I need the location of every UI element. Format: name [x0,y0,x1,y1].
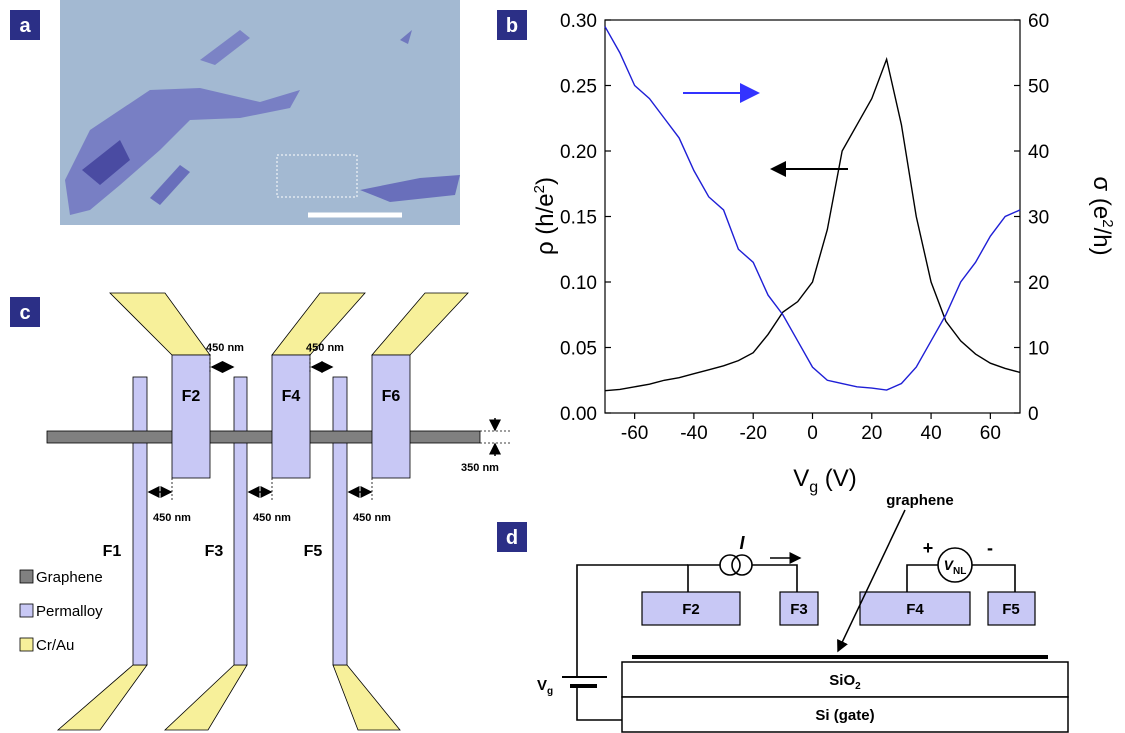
voltage-sub: NL [953,566,966,577]
device-schematic: 450 nm 450 nm 450 nm 450 nm 450 nm 350 n… [20,293,510,730]
voltage-label: VNL [944,557,967,577]
legend-label: Graphene [36,569,103,586]
gate-label: Si (gate) [815,707,874,724]
x-tick-label: 40 [921,423,942,444]
circuit: F2 F3 F4 F5 graphene I VNL + - SiO2 Si (… [537,492,1068,732]
y2-label-sup: 2 [1099,219,1116,227]
y2-tick-label: 10 [1028,339,1049,360]
current-label: I [739,533,745,553]
y-tick-label: 0.20 [560,142,597,163]
oxide-sub: 2 [855,681,861,692]
graphene-label: graphene [886,492,954,509]
finger-label: F2 [182,388,201,405]
contact-label: F3 [790,601,808,618]
y2-tick-label: 40 [1028,142,1049,163]
x-tick-label: 0 [807,423,818,444]
y-label-main: ρ (h/e [532,193,559,255]
y2-tick-label: 20 [1028,273,1049,294]
finger-label: F4 [282,388,301,405]
y2-tick-label: 60 [1028,11,1049,32]
y-label-end: ) [532,177,559,185]
y2-label-main: σ (e [1088,176,1115,219]
y-tick-label: 0.00 [560,404,597,425]
svg-text:a: a [19,15,31,37]
panel-label: c [10,297,40,327]
svg-text:c: c [19,302,30,324]
panel-label: b [497,10,527,40]
data-line [605,59,1020,390]
chart: Vg (V) ρ (h/e2) σ (e2/h) 0.000.050.100.1… [531,11,1116,496]
y2-axis-label: σ (e2/h) [1088,176,1116,255]
y2-tick-label: 50 [1028,77,1049,98]
spacing-label: 450 nm [306,342,344,354]
panel-label: d [497,522,527,552]
x-tick-label: 60 [980,423,1001,444]
data-line [605,27,1020,391]
svg-text:d: d [506,527,518,549]
y2-tick-label: 0 [1028,404,1039,425]
x-label-main: V [793,465,809,492]
x-label-end: (V) [818,465,857,492]
y-label-sup: 2 [531,185,548,193]
legend-label: Cr/Au [36,637,74,654]
plus-label: + [923,538,934,558]
spacing-label: 450 nm [206,342,244,354]
micrograph [60,0,460,225]
contact-label: F2 [682,601,700,618]
panel-label: a [10,10,40,40]
gate-voltage-label: Vg [537,677,553,697]
oxide-main: SiO [829,672,855,689]
gate-voltage-sub: g [547,686,553,697]
y2-tick-label: 30 [1028,208,1049,229]
y-tick-label: 0.15 [560,208,597,229]
finger-label: F3 [205,543,224,560]
width-label: 350 nm [461,462,499,474]
x-tick-label: -60 [621,423,648,444]
x-tick-label: -20 [739,423,766,444]
contact-label: F4 [906,601,924,618]
finger-label: F1 [103,543,122,560]
svg-text:b: b [506,15,518,37]
spacing-label: 450 nm [253,512,291,524]
minus-label: - [987,538,993,558]
y-axis-label: ρ (h/e2) [531,177,559,255]
spacing-label: 450 nm [353,512,391,524]
y-tick-label: 0.10 [560,273,597,294]
x-tick-label: -40 [680,423,707,444]
x-label-sub: g [809,479,818,496]
x-axis-label: Vg (V) [793,465,857,496]
legend-label: Permalloy [36,603,103,620]
finger-label: F6 [382,388,401,405]
gate-voltage-main: V [537,677,547,694]
y-tick-label: 0.05 [560,339,597,360]
contact-label: F5 [1002,601,1020,618]
finger-label: F5 [304,543,323,560]
y2-label-end: /h) [1088,228,1115,256]
spacing-label: 450 nm [153,512,191,524]
y-tick-label: 0.30 [560,11,597,32]
x-tick-label: 20 [861,423,882,444]
y-tick-label: 0.25 [560,77,597,98]
plot-frame [605,20,1020,413]
figure: a b c d 450 nm 450 nm 450 nm 450 nm 450 … [0,0,1125,733]
